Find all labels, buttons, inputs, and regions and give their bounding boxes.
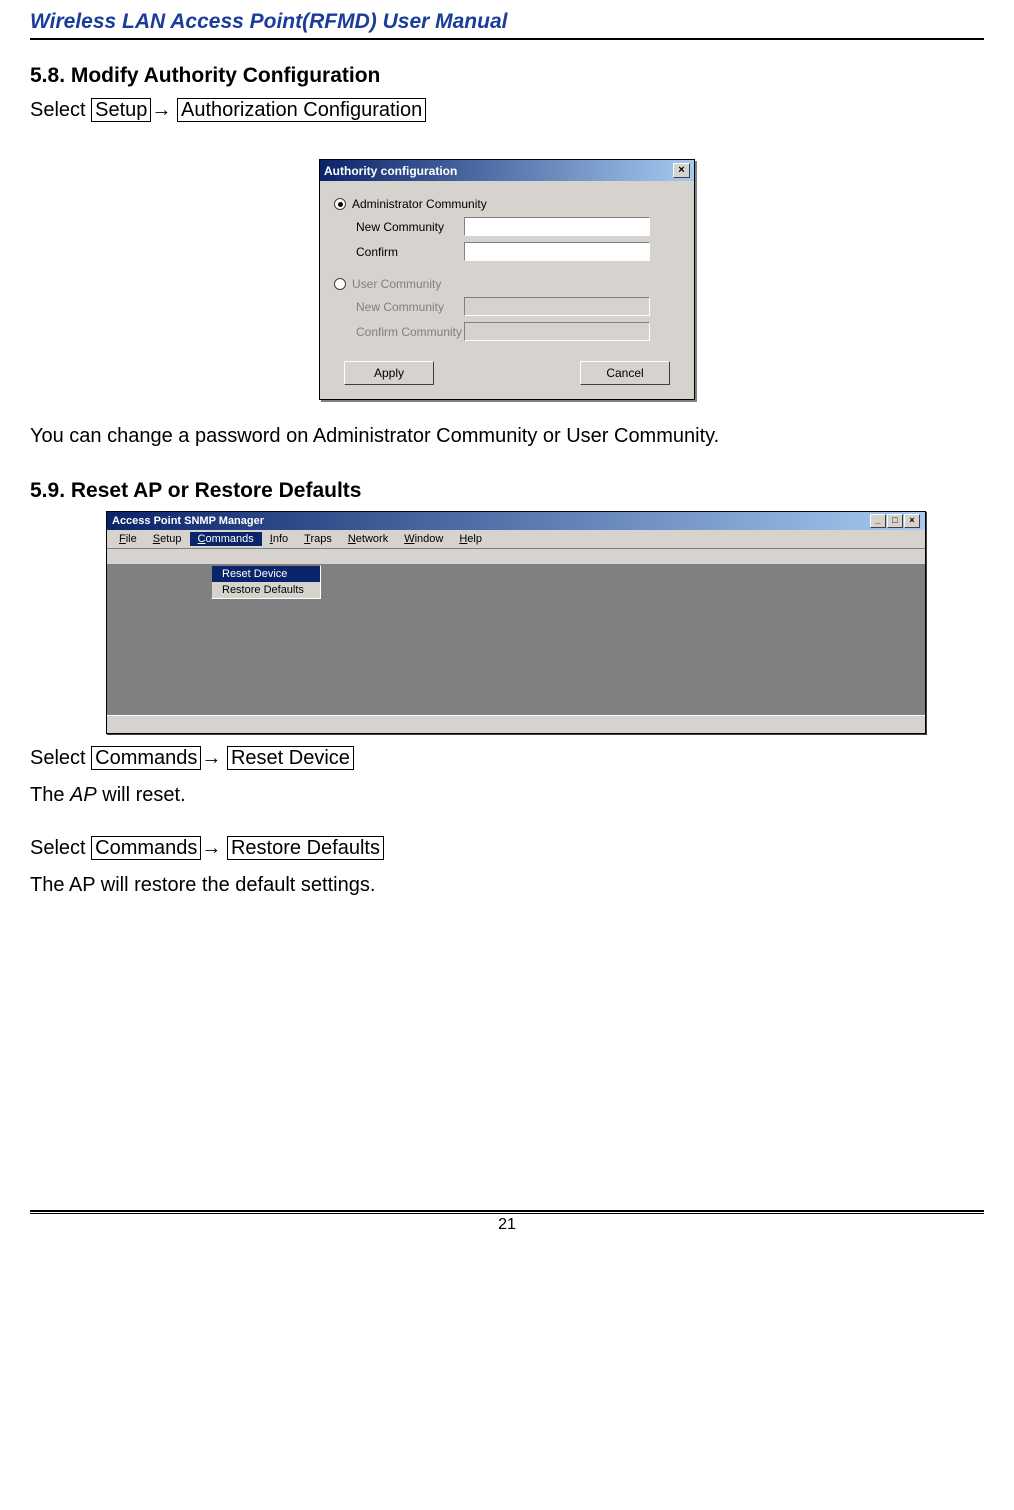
window-titlebar: Access Point SNMP Manager _ □ × <box>107 512 925 530</box>
window-body: Reset Device Restore Defaults <box>107 565 925 715</box>
menu-setup[interactable]: Setup <box>145 532 190 546</box>
user-community-option[interactable]: User Community <box>334 277 680 291</box>
page-number: 21 <box>30 1216 984 1234</box>
footer-divider <box>30 1210 984 1214</box>
new-community-label: New Community <box>356 220 464 234</box>
text-select: Select <box>30 99 91 121</box>
confirm-input[interactable] <box>464 242 650 261</box>
ap-reset-note: The AP will reset. <box>30 781 984 810</box>
box-commands: Commands <box>91 746 201 770</box>
menu-help[interactable]: Help <box>451 532 490 546</box>
user-community-label: User Community <box>352 277 441 291</box>
window-toolbar <box>107 549 925 565</box>
arrow-icon: → <box>151 99 171 121</box>
radio-icon[interactable] <box>334 278 346 290</box>
dialog-title: Authority configuration <box>324 164 457 178</box>
authority-config-dialog: Authority configuration × Administrator … <box>319 159 695 400</box>
confirm-community-input <box>464 322 650 341</box>
admin-community-option[interactable]: Administrator Community <box>334 197 680 211</box>
arrow-icon: → <box>201 747 221 769</box>
apply-button[interactable]: Apply <box>344 361 434 385</box>
menu-file[interactable]: File <box>111 532 145 546</box>
new-community-input-2 <box>464 297 650 316</box>
window-title: Access Point SNMP Manager <box>112 515 264 527</box>
menu-info[interactable]: Info <box>262 532 296 546</box>
admin-community-label: Administrator Community <box>352 197 487 211</box>
cancel-button[interactable]: Cancel <box>580 361 670 385</box>
menu-network[interactable]: Network <box>340 532 396 546</box>
text-select: Select <box>30 837 91 859</box>
box-commands: Commands <box>91 836 201 860</box>
text-select: Select <box>30 747 91 769</box>
window-menubar: File Setup Commands Info Traps Network W… <box>107 530 925 549</box>
arrow-icon: → <box>201 837 221 859</box>
ap-restore-note: The AP will restore the default settings… <box>30 871 984 900</box>
text-the: The <box>30 784 70 806</box>
restore-instruction: Select Commands→ Restore Defaults <box>30 834 984 863</box>
snmp-manager-window: Access Point SNMP Manager _ □ × File Set… <box>106 511 926 734</box>
minimize-icon[interactable]: _ <box>870 514 886 528</box>
box-auth-config: Authorization Configuration <box>177 98 426 122</box>
commands-dropdown: Reset Device Restore Defaults <box>211 565 321 599</box>
confirm-label: Confirm <box>356 245 464 259</box>
maximize-icon[interactable]: □ <box>887 514 903 528</box>
menu-reset-device[interactable]: Reset Device <box>212 566 320 582</box>
title-underline <box>30 38 984 40</box>
window-statusbar <box>107 715 925 733</box>
close-icon[interactable]: × <box>904 514 920 528</box>
close-icon[interactable]: × <box>673 163 690 178</box>
box-setup: Setup <box>91 98 151 122</box>
confirm-community-label: Confirm Community <box>356 325 464 339</box>
menu-commands[interactable]: Commands <box>190 532 262 546</box>
section-5-9-heading: 5.9. Reset AP or Restore Defaults <box>30 479 984 503</box>
new-community-label-2: New Community <box>356 300 464 314</box>
menu-traps[interactable]: Traps <box>296 532 340 546</box>
new-community-input[interactable] <box>464 217 650 236</box>
section-5-8-heading: 5.8. Modify Authority Configuration <box>30 64 984 88</box>
radio-icon[interactable] <box>334 198 346 210</box>
box-reset-device: Reset Device <box>227 746 354 770</box>
admin-user-note: You can change a password on Administrat… <box>30 422 984 451</box>
dialog-titlebar: Authority configuration × <box>320 160 694 181</box>
text-ap-italic: AP <box>70 784 97 806</box>
setup-instruction-line: Select Setup→ Authorization Configuratio… <box>30 96 984 125</box>
text-will-reset: will reset. <box>97 784 186 806</box>
reset-instruction: Select Commands→ Reset Device <box>30 744 984 773</box>
document-title: Wireless LAN Access Point(RFMD) User Man… <box>30 10 984 34</box>
box-restore-defaults: Restore Defaults <box>227 836 384 860</box>
menu-window[interactable]: Window <box>396 532 451 546</box>
menu-restore-defaults[interactable]: Restore Defaults <box>212 582 320 598</box>
